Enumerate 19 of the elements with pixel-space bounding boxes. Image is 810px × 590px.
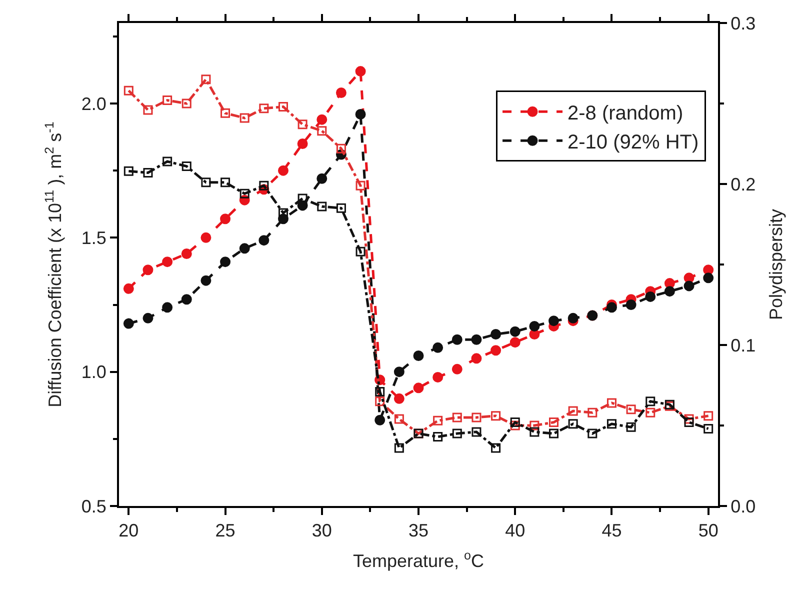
y-tick-label: 1.5 bbox=[81, 228, 106, 248]
x-tick-label: 35 bbox=[408, 520, 429, 541]
x-tick-label: 45 bbox=[602, 520, 622, 541]
legend-label: 2-8 (random) bbox=[568, 102, 684, 124]
y2-tick-label: 0.1 bbox=[730, 335, 756, 356]
y2-tick-label: 0.0 bbox=[730, 496, 756, 516]
x-tick-label: 20 bbox=[118, 520, 139, 541]
x-tick-label: 25 bbox=[215, 520, 236, 541]
y2-axis-title: Polydispersity bbox=[766, 208, 786, 320]
y-tick-label: 1.0 bbox=[81, 362, 106, 382]
y-tick-label: 2.0 bbox=[81, 94, 106, 114]
x-tick-label: 40 bbox=[505, 520, 526, 541]
legend-label: 2-10 (92% HT) bbox=[568, 131, 699, 154]
x-axis-title: Temperature, $^{o}$C bbox=[352, 548, 484, 572]
y2-tick-label: 0.3 bbox=[730, 13, 756, 34]
y-tick-label: 0.5 bbox=[81, 496, 106, 516]
y2-tick-label: 0.2 bbox=[730, 174, 756, 194]
x-tick-label: 30 bbox=[312, 520, 332, 541]
x-tick-label: 50 bbox=[698, 520, 718, 541]
